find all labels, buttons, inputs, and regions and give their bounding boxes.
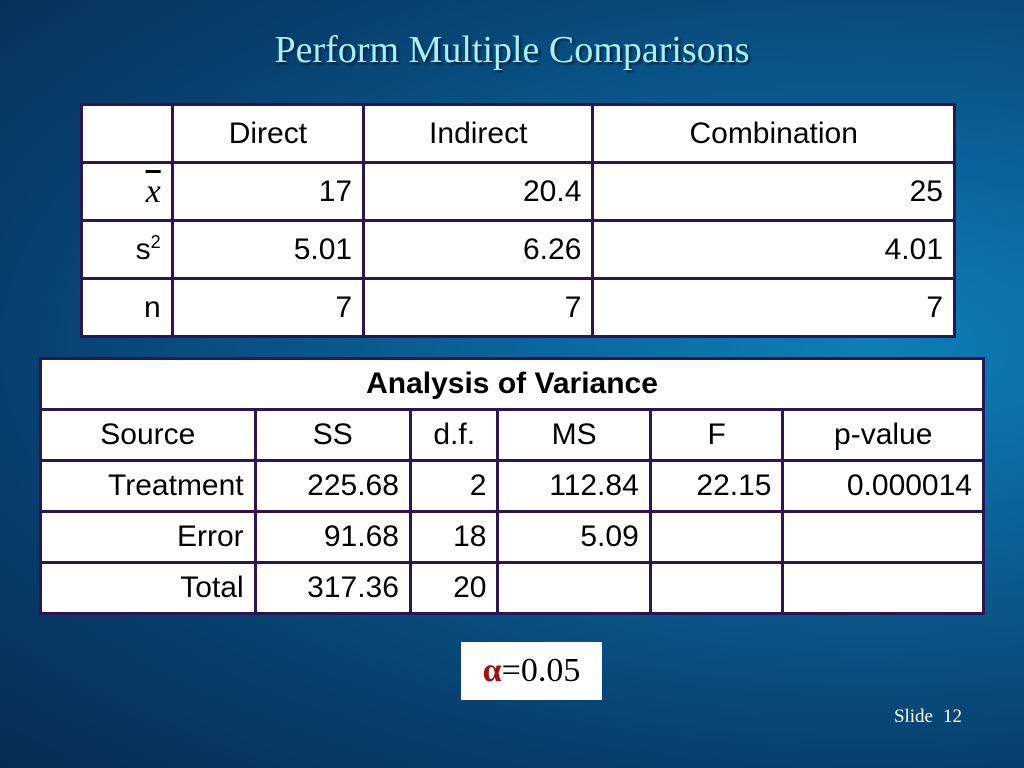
variance-symbol: s: [135, 233, 151, 266]
alpha-value: =0.05: [501, 652, 581, 689]
table-cell: 22.15: [648, 459, 785, 513]
table-row: Total 317.36 20: [39, 561, 985, 615]
anova-table: Analysis of Variance Source SS d.f. MS F…: [39, 357, 985, 615]
header-cell: d.f.: [408, 408, 500, 462]
table-cell: 25: [591, 161, 956, 222]
table-cell: [781, 561, 985, 615]
slide-label: Slide: [893, 706, 933, 727]
table-cell: 317.36: [253, 561, 412, 615]
anova-caption-row: Analysis of Variance: [39, 357, 985, 411]
table-cell: 91.68: [253, 510, 412, 564]
header-cell: p-value: [781, 408, 985, 462]
row-label-n: n: [80, 277, 174, 338]
row-label-mean: x: [80, 161, 174, 222]
table-cell: [496, 561, 652, 615]
table-cell: 0.000014: [781, 459, 985, 513]
table-cell: 18: [408, 510, 500, 564]
table-cell: [648, 561, 785, 615]
table-cell: 225.68: [253, 459, 412, 513]
table-row: n 7 7 7: [80, 277, 956, 338]
table-cell: 7: [591, 277, 956, 338]
table-cell: 112.84: [496, 459, 652, 513]
slide-number: Slide 12: [894, 706, 962, 728]
header-cell: Source: [39, 408, 257, 462]
table-cell: 4.01: [591, 219, 956, 280]
table-row: Treatment 225.68 2 112.84 22.15 0.000014: [39, 459, 985, 513]
slide-title: Perform Multiple Comparisons: [274, 29, 750, 71]
table-header-row: Direct Indirect Combination: [80, 103, 956, 164]
table-cell: [648, 510, 785, 564]
header-cell: [80, 103, 174, 164]
table-cell: Total: [39, 561, 257, 615]
slide-number-value: 12: [943, 706, 962, 727]
table-cell: 5.01: [170, 219, 366, 280]
header-cell: F: [648, 408, 785, 462]
table-cell: Treatment: [39, 459, 257, 513]
table-row: x 17 20.4 25: [80, 161, 956, 222]
table-cell: 20: [408, 561, 500, 615]
anova-caption: Analysis of Variance: [39, 357, 985, 411]
row-label-variance: s2: [80, 219, 174, 280]
header-cell: SS: [253, 408, 412, 462]
alpha-symbol: α: [482, 652, 502, 689]
table-cell: 2: [408, 459, 500, 513]
header-cell: MS: [496, 408, 652, 462]
table-header-row: Source SS d.f. MS F p-value: [39, 408, 985, 462]
xbar-symbol: x: [145, 172, 161, 210]
table-cell: 7: [362, 277, 595, 338]
alpha-level-box: α =0.05: [461, 642, 602, 700]
superscript: 2: [150, 232, 161, 252]
table-cell: Error: [39, 510, 257, 564]
table-cell: 5.09: [496, 510, 652, 564]
table-cell: [781, 510, 985, 564]
header-cell: Indirect: [362, 103, 595, 164]
summary-statistics-table: Direct Indirect Combination x 17 20.4 25…: [80, 103, 956, 338]
header-cell: Direct: [170, 103, 366, 164]
table-row: s2 5.01 6.26 4.01: [80, 219, 956, 280]
table-cell: 6.26: [362, 219, 595, 280]
table-cell: 7: [170, 277, 366, 338]
table-cell: 17: [170, 161, 366, 222]
header-cell: Combination: [591, 103, 956, 164]
table-cell: 20.4: [362, 161, 595, 222]
table-row: Error 91.68 18 5.09: [39, 510, 985, 564]
